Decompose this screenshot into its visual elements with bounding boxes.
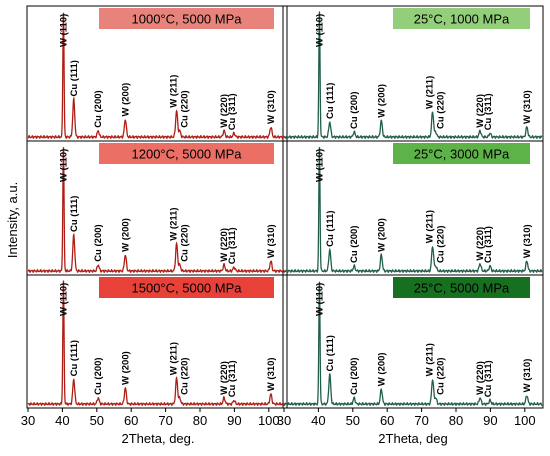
peak-label-right-2-2: Cu (200) [349, 357, 360, 394]
left-x-axis-title: 2Theta, deg. [122, 431, 195, 446]
peak-labels: W (110)Cu (111)Cu (200) W (200) W (211) Cu … [58, 14, 533, 398]
peak-label-right-2-8: W (310) [522, 359, 533, 393]
peak-label-left-2-8: W (310) [266, 357, 277, 391]
left-x-tick-label: 70 [158, 413, 172, 428]
peak-label-right-0-3: W (200) [376, 84, 387, 118]
peak-label-left-1-3: W (200) [120, 218, 131, 252]
peak-label-left-0-7: Cu (311) [227, 93, 238, 130]
peak-label-right-0-1: Cu (111) [325, 83, 336, 119]
left-column-frame [26, 5, 288, 409]
right-x-tick-label: 50 [346, 413, 360, 428]
peak-label-right-1-3: W (200) [376, 218, 387, 252]
peak-label-left-0-8: W (310) [266, 90, 277, 124]
right-x-tick-label: 90 [483, 413, 497, 428]
peak-label-left-0-5: Cu (220) [180, 90, 191, 127]
peak-label-left-2-5: Cu (220) [180, 357, 191, 394]
condition-label-right-2: 25°C, 5000 MPa [414, 281, 510, 296]
condition-labels: 1000°C, 5000 MPa 1200°C, 5000 MPa 1500°C, … [99, 8, 530, 298]
condition-label-left-0: 1000°C, 5000 MPa [132, 12, 243, 27]
condition-badge-right-1 [393, 143, 530, 164]
peak-label-right-2-4: W (211) [425, 343, 436, 376]
left-x-tick-label: 90 [227, 413, 241, 428]
right-x-tick-label: 100 [514, 413, 536, 428]
right-x-tick-label: 30 [277, 413, 291, 428]
peak-label-right-0-8: W (310) [522, 90, 533, 124]
peak-label-right-0-2: Cu (200) [349, 92, 360, 129]
condition-label-left-2: 1500°C, 5000 MPa [132, 281, 243, 296]
peak-label-left-2-2: Cu (200) [93, 357, 104, 394]
peak-label-left-1-7: Cu (311) [227, 227, 238, 264]
peak-label-right-2-1: Cu (111) [325, 335, 336, 371]
peak-label-right-2-7: Cu (311) [483, 360, 494, 397]
right-x-tick-label: 70 [414, 413, 428, 428]
condition-label-right-0: 25°C, 1000 MPa [414, 12, 510, 27]
peak-label-left-1-5: Cu (220) [180, 224, 191, 261]
peak-label-left-2-3: W (200) [120, 351, 131, 385]
peak-label-left-1-2: Cu (200) [93, 224, 104, 261]
peak-label-right-1-0: W (110) [314, 149, 325, 182]
panel-frames [26, 5, 544, 409]
left-x-tick-label: 50 [90, 413, 104, 428]
peak-label-left-2-7: Cu (311) [227, 360, 238, 397]
peak-label-right-1-4: W (211) [425, 210, 436, 243]
peak-label-left-1-8: W (310) [266, 224, 277, 258]
peak-label-left-0-0: W (110) [58, 14, 69, 47]
right-x-tick-label: 60 [380, 413, 394, 428]
peak-label-right-0-5: Cu (220) [436, 92, 447, 129]
peak-label-left-2-1: Cu (111) [69, 340, 80, 376]
peak-label-left-2-0: W (110) [58, 283, 69, 316]
right-x-tick-label: 40 [311, 413, 325, 428]
left-x-tick-label: 30 [21, 413, 35, 428]
peak-label-left-1-0: W (110) [58, 149, 69, 182]
condition-badge-left-2 [99, 277, 274, 298]
xrd-line-left-0 [27, 12, 287, 140]
peak-label-left-0-4: W (211) [169, 75, 180, 108]
peak-label-left-0-6: W (220) [219, 94, 230, 128]
xrd-line-left-2 [27, 280, 287, 407]
condition-badge-left-0 [99, 8, 274, 29]
xrd-line-right-2 [283, 281, 543, 407]
peak-label-right-0-4: W (211) [425, 76, 436, 109]
peak-label-right-1-2: Cu (200) [349, 226, 360, 263]
peak-label-left-2-4: W (211) [169, 342, 180, 375]
xrd-line-right-1 [283, 147, 543, 274]
peak-label-right-2-0: W (110) [314, 283, 325, 316]
condition-label-right-1: 25°C, 3000 MPa [414, 147, 510, 162]
right-x-axis-title: 2Theta, deg [378, 431, 447, 446]
left-x-tick-label: 80 [193, 413, 207, 428]
peak-label-left-2-6: W (220) [219, 361, 230, 395]
xrd-line-right-0 [283, 11, 543, 140]
left-x-tick-label: 100 [258, 413, 280, 428]
peak-label-right-0-0: W (110) [314, 14, 325, 47]
peak-label-right-1-8: W (310) [522, 224, 533, 258]
peak-label-right-1-5: Cu (220) [436, 226, 447, 263]
peak-label-right-0-6: W (220) [475, 94, 486, 128]
peak-label-left-0-2: Cu (200) [93, 90, 104, 127]
condition-badge-left-1 [99, 143, 274, 164]
peak-label-right-1-1: Cu (111) [325, 210, 336, 246]
peak-label-right-2-6: W (220) [475, 361, 486, 395]
condition-label-left-1: 1200°C, 5000 MPa [132, 147, 243, 162]
condition-badge-right-0 [393, 8, 530, 29]
condition-badge-right-2 [393, 277, 530, 298]
peak-label-right-1-6: W (220) [475, 227, 486, 261]
peak-label-left-1-1: Cu (111) [69, 196, 80, 232]
y-axis-title: Intensity, a.u. [5, 182, 20, 258]
peak-label-left-0-3: W (200) [120, 83, 131, 117]
peak-label-left-1-4: W (211) [169, 207, 180, 240]
peak-label-right-2-5: Cu (220) [436, 357, 447, 394]
peak-label-right-2-3: W (200) [376, 352, 387, 386]
diffraction-lines [27, 11, 543, 407]
peak-label-left-0-1: Cu (111) [69, 60, 80, 96]
left-x-tick-label: 60 [124, 413, 138, 428]
peak-label-left-1-6: W (220) [219, 228, 230, 262]
peak-label-right-1-7: Cu (311) [483, 226, 494, 263]
right-column-frame [282, 5, 544, 409]
xrd-line-left-1 [27, 147, 287, 274]
right-x-tick-label: 80 [449, 413, 463, 428]
left-x-tick-label: 40 [55, 413, 69, 428]
peak-label-right-0-7: Cu (311) [483, 93, 494, 130]
